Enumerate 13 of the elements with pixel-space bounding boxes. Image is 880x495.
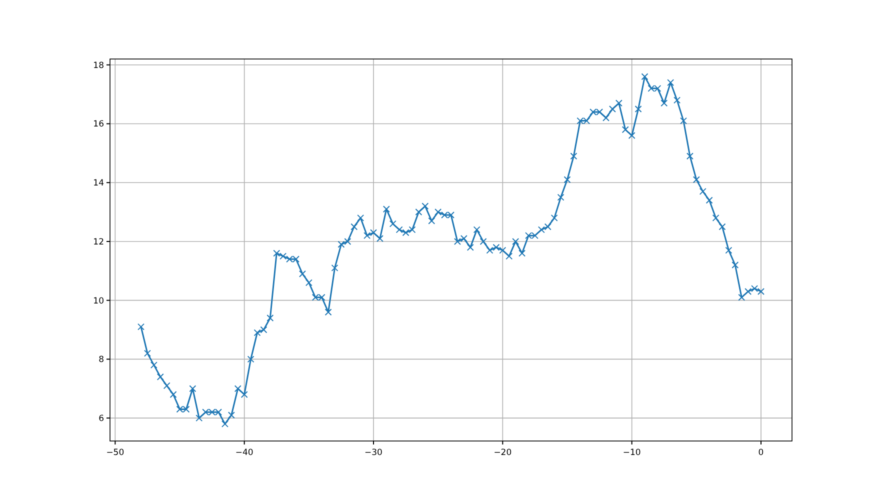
y-tick-label: 18: [93, 60, 104, 71]
x-tick-label: 0: [758, 448, 764, 458]
x-tick-label: −30: [364, 448, 382, 458]
y-tick-label: 10: [93, 296, 104, 306]
x-tick-label: −40: [235, 448, 254, 458]
y-tick-label: 6: [98, 414, 104, 424]
y-tick-label: 14: [93, 178, 104, 189]
x-tick-label: −20: [494, 448, 512, 458]
y-tick-label: 16: [93, 120, 104, 130]
y-tick-label: 12: [93, 237, 104, 248]
y-tick-label: 8: [98, 355, 104, 366]
x-tick-label: −50: [106, 448, 124, 458]
x-tick-label: −10: [622, 448, 641, 458]
